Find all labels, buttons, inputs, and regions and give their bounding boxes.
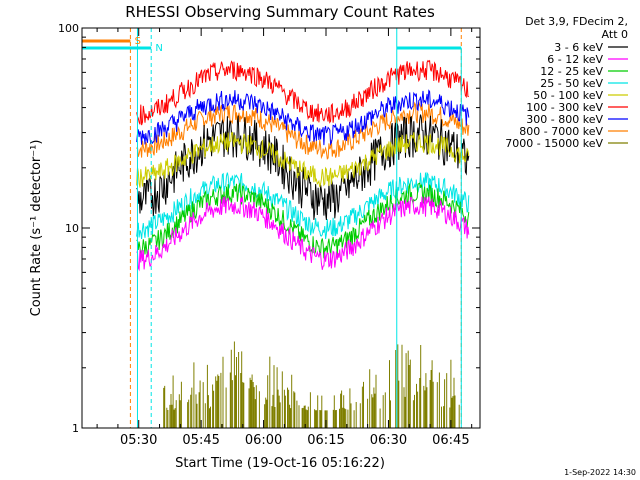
axes: 1 10 100 05:30 05:45 06:00 06:15 06:30 06:45: [58, 22, 481, 448]
chart-title: RHESSI Observing Summary Count Rates: [125, 3, 435, 21]
trace-5: [136, 59, 469, 126]
legend-header-line-1: Det 3,9, FDecim 2,: [525, 15, 628, 28]
y-tick-label: 10: [65, 222, 79, 235]
legend-label-6: 300 - 800 keV: [526, 113, 603, 126]
trace-0: [136, 114, 470, 221]
y-axis-label: Count Rate (s⁻¹ detector⁻¹): [29, 140, 44, 317]
x-tick-label: 06:00: [245, 433, 282, 448]
y-tick-label: 1: [72, 422, 79, 435]
trace-7: [136, 100, 470, 160]
trace-1: [136, 196, 470, 272]
x-tick-label: 05:30: [120, 433, 157, 448]
data-traces: [136, 59, 470, 428]
trace-6: [136, 89, 470, 146]
legend-label-1: 6 - 12 keV: [547, 53, 603, 66]
x-tick-label: 06:30: [370, 433, 407, 448]
footer-date: 1-Sep-2022 14:30: [564, 468, 636, 477]
legend-label-8: 7000 - 15000 keV: [505, 137, 603, 150]
trace-8: [163, 341, 460, 428]
legend-label-4: 50 - 100 keV: [533, 89, 603, 102]
saa-night-markers: SN: [82, 28, 462, 428]
x-axis-label: Start Time (19-Oct-16 05:16:22): [175, 456, 385, 471]
night-label: N: [155, 43, 162, 54]
legend-label-5: 100 - 300 keV: [526, 101, 603, 114]
saa-label: S: [135, 36, 141, 47]
legend-header-line-2: Att 0: [602, 28, 628, 41]
x-tick-label: 06:15: [307, 433, 344, 448]
legend-label-0: 3 - 6 keV: [554, 41, 603, 54]
legend-label-7: 800 - 7000 keV: [519, 125, 603, 138]
legend-label-2: 12 - 25 keV: [540, 65, 603, 78]
y-tick-label: 100: [58, 22, 79, 35]
legend-label-3: 25 - 50 keV: [540, 77, 603, 90]
trace-4: [136, 131, 470, 188]
x-tick-label: 05:45: [182, 433, 219, 448]
x-tick-label: 06:45: [432, 433, 469, 448]
